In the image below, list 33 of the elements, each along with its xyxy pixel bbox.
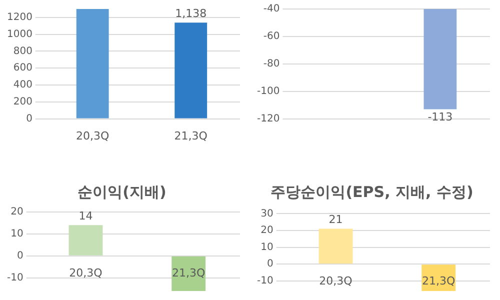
y-tick-label: 30 bbox=[260, 208, 274, 220]
y-tick-label: 0 bbox=[266, 258, 274, 270]
x-tick-label: 20,3Q bbox=[76, 129, 110, 142]
y-tick-label: -100 bbox=[256, 86, 280, 97]
y-tick-label: 600 bbox=[13, 62, 32, 74]
data-label: 1,138 bbox=[175, 7, 207, 20]
y-tick-label: 400 bbox=[13, 80, 32, 91]
data-label: 21 bbox=[328, 213, 343, 226]
x-tick-label: 21,3Q bbox=[172, 266, 206, 280]
y-tick-label: 0 bbox=[26, 113, 32, 124]
y-tick-label: -40 bbox=[263, 4, 280, 15]
x-tick-label: 20,3Q bbox=[69, 266, 103, 280]
y-tick-label: 0 bbox=[16, 250, 24, 262]
y-tick-label: 20 bbox=[10, 206, 24, 218]
y-tick-label: -80 bbox=[263, 58, 280, 70]
y-tick-label: -60 bbox=[263, 31, 280, 42]
data-label: -113 bbox=[428, 110, 453, 124]
y-tick-label: 1000 bbox=[6, 28, 32, 40]
y-tick-label: 800 bbox=[13, 46, 32, 57]
y-tick-label: 10 bbox=[260, 242, 274, 253]
y-tick-label: 10 bbox=[10, 228, 24, 240]
chart-title: 주당순이익(EPS, 지배, 수정) bbox=[270, 182, 474, 201]
y-tick-label: 200 bbox=[13, 96, 32, 108]
y-tick-label: -10 bbox=[6, 272, 24, 284]
x-tick-label: 21,3Q bbox=[422, 274, 456, 288]
y-tick-label: -10 bbox=[256, 276, 274, 287]
y-tick-label: 1200 bbox=[6, 12, 32, 24]
y-tick-label: -120 bbox=[256, 113, 280, 124]
data-label: 14 bbox=[78, 210, 93, 223]
y-tick-label: 20 bbox=[260, 225, 274, 236]
x-tick-label: 20,3Q bbox=[319, 274, 353, 288]
x-tick-label: 21,3Q bbox=[174, 129, 208, 142]
chart-title: 순이익(지배) bbox=[78, 182, 166, 201]
